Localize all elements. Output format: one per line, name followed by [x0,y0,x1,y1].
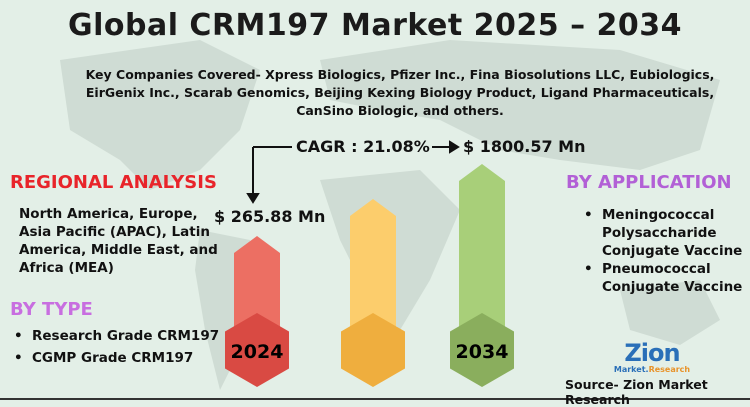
regional-text: North America, Europe, Asia Pacific (APA… [19,206,218,276]
bar-middle-hexagon [341,313,405,387]
page-title: Global CRM197 Market 2025 – 2034 [67,8,683,43]
bar-2034-hexagon [450,313,514,387]
cagr-arrows [246,140,460,204]
value-2024: $ 265.88 Mn [214,207,326,226]
application-heading: BY APPLICATION [566,172,732,193]
year-label: 2034 [456,341,509,363]
bar-2024-hexagon [225,313,289,387]
type-list: Research Grade CRM197 CGMP Grade CRM197 [10,327,220,371]
bar-middle [350,199,396,350]
source-label: Source- Zion Market Research [565,377,708,407]
map-australia [620,280,720,345]
value-2034: $ 1800.57 Mn [463,137,586,156]
regional-heading: REGIONAL ANALYSIS [10,172,217,193]
bar-2034 [459,164,505,350]
map-north-america [60,40,260,190]
map-europe-asia [320,40,720,170]
cagr-label: CAGR : 21.08% [296,137,430,156]
list-item: Pneumococcal Conjugate Vaccine [580,260,750,296]
type-heading: BY TYPE [10,299,93,320]
zion-logo: Zion Market.Research [613,339,691,374]
year-label: 2024 [231,341,284,363]
key-companies: Key Companies Covered- Xpress Biologics,… [85,67,715,118]
list-item: CGMP Grade CRM197 [10,349,220,367]
list-item: Meningococcal Polysaccharide Conjugate V… [580,206,750,260]
list-item: Research Grade CRM197 [10,327,220,345]
application-list: Meningococcal Polysaccharide Conjugate V… [580,206,750,296]
